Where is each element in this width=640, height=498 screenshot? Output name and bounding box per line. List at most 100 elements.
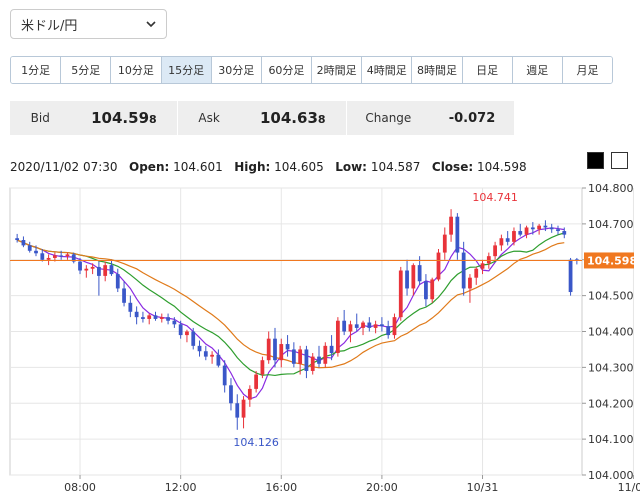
tab-1min[interactable]: 1分足 bbox=[11, 57, 62, 83]
candle bbox=[530, 222, 535, 235]
candles bbox=[15, 209, 579, 430]
x-axis: 08:00 12:00 16:00 20:00 10/31 11/02 bbox=[64, 475, 640, 494]
low-value: 104.587 bbox=[370, 160, 421, 174]
candle bbox=[392, 313, 397, 339]
candle bbox=[122, 281, 126, 307]
candle-body bbox=[172, 320, 177, 325]
candle bbox=[499, 234, 504, 251]
candle-body bbox=[499, 238, 504, 246]
x-tick-label: 16:00 bbox=[265, 481, 297, 494]
candle-body bbox=[524, 227, 529, 235]
candle-body bbox=[468, 277, 472, 289]
candle-body bbox=[241, 399, 246, 418]
y-axis: 104.800104.700104.600104.500104.400104.3… bbox=[582, 182, 634, 482]
candle-body bbox=[386, 326, 391, 336]
candle-body bbox=[40, 253, 45, 260]
candle-body bbox=[335, 320, 340, 354]
candle-body bbox=[235, 403, 240, 418]
light-theme-button[interactable] bbox=[611, 152, 628, 169]
candle bbox=[361, 320, 365, 336]
candle bbox=[210, 351, 214, 364]
candle bbox=[235, 394, 240, 430]
candle-body bbox=[203, 351, 208, 357]
candle bbox=[335, 317, 340, 357]
candle-body bbox=[486, 256, 491, 264]
y-tick-label: 104.000 bbox=[588, 469, 634, 482]
tab-30min[interactable]: 30分足 bbox=[211, 57, 262, 83]
candle bbox=[304, 345, 309, 379]
candle-body bbox=[52, 255, 57, 258]
candle-body bbox=[34, 250, 38, 254]
candle bbox=[159, 313, 164, 323]
candle-body bbox=[493, 245, 497, 257]
candle-body bbox=[380, 324, 384, 327]
candle-body bbox=[405, 270, 409, 289]
candle bbox=[480, 259, 485, 275]
y-tick-label: 104.100 bbox=[588, 433, 634, 446]
candle bbox=[455, 213, 460, 260]
tab-monthly[interactable]: 月足 bbox=[562, 57, 612, 83]
tab-15min[interactable]: 15分足 bbox=[161, 57, 212, 83]
candle bbox=[291, 342, 296, 368]
candle bbox=[134, 306, 139, 325]
candle-body bbox=[115, 274, 120, 289]
candle-body bbox=[530, 227, 535, 230]
y-tick-label: 104.700 bbox=[588, 218, 634, 231]
candle-body bbox=[424, 281, 428, 300]
candle-body bbox=[480, 263, 485, 269]
currency-pair-select[interactable]: 米ドル/円 bbox=[10, 9, 167, 39]
candle bbox=[430, 277, 435, 303]
candle-body bbox=[59, 255, 64, 257]
tab-5min[interactable]: 5分足 bbox=[61, 57, 112, 83]
candle-body bbox=[216, 354, 221, 366]
low-label: Low: bbox=[335, 160, 367, 174]
tab-8hour[interactable]: 8時間足 bbox=[412, 57, 463, 83]
candle bbox=[109, 259, 114, 276]
high-label: High: bbox=[234, 160, 271, 174]
quote-panel: Bid 104.598 Ask 104.638 Change -0.072 bbox=[10, 101, 514, 135]
high-value: 104.605 bbox=[274, 160, 324, 174]
candle-body bbox=[291, 349, 296, 364]
bid-cell: Bid 104.598 bbox=[10, 101, 179, 135]
x-tick-label: 12:00 bbox=[165, 481, 197, 494]
change-value: -0.072 bbox=[448, 110, 496, 126]
candle bbox=[15, 233, 20, 243]
tab-4hour[interactable]: 4時間足 bbox=[362, 57, 413, 83]
candle bbox=[172, 317, 177, 328]
candle bbox=[505, 231, 510, 246]
tab-weekly[interactable]: 週足 bbox=[512, 57, 563, 83]
candle bbox=[273, 327, 277, 368]
tab-daily[interactable]: 日足 bbox=[462, 57, 513, 83]
timeframe-tabs: 1分足 5分足 10分足 15分足 30分足 60分足 2時間足 4時間足 8時… bbox=[10, 56, 613, 84]
ohlc-datetime: 2020/11/02 07:30 bbox=[10, 160, 118, 174]
candle bbox=[373, 320, 378, 334]
tab-10min[interactable]: 10分足 bbox=[111, 57, 162, 83]
candle-body bbox=[461, 252, 466, 289]
candle-body bbox=[21, 240, 26, 246]
candle bbox=[84, 265, 89, 278]
candle-body bbox=[122, 288, 126, 303]
tab-60min[interactable]: 60分足 bbox=[261, 57, 313, 83]
candle-body bbox=[153, 315, 158, 319]
low-annotation: 104.126 bbox=[233, 436, 279, 449]
candle-body bbox=[361, 322, 365, 328]
candle bbox=[574, 257, 579, 265]
open-value: 104.601 bbox=[173, 160, 223, 174]
candle-body bbox=[543, 225, 548, 228]
close-value: 104.598 bbox=[476, 160, 527, 174]
chart-grid bbox=[9, 187, 634, 476]
candle-body bbox=[436, 252, 441, 280]
change-cell: Change -0.072 bbox=[347, 101, 514, 135]
tab-2hour[interactable]: 2時間足 bbox=[312, 57, 363, 83]
candle-body bbox=[254, 374, 259, 389]
candle-body bbox=[537, 225, 542, 230]
open-label: Open: bbox=[129, 160, 170, 174]
candle bbox=[65, 252, 70, 260]
candle bbox=[241, 396, 246, 429]
candle bbox=[166, 313, 170, 325]
candlestick-chart[interactable]: 104.800104.700104.600104.500104.400104.3… bbox=[0, 178, 640, 498]
ma-mid-line bbox=[16, 232, 565, 377]
candle bbox=[436, 248, 441, 282]
candle-body bbox=[247, 388, 252, 400]
dark-theme-button[interactable] bbox=[587, 152, 604, 169]
